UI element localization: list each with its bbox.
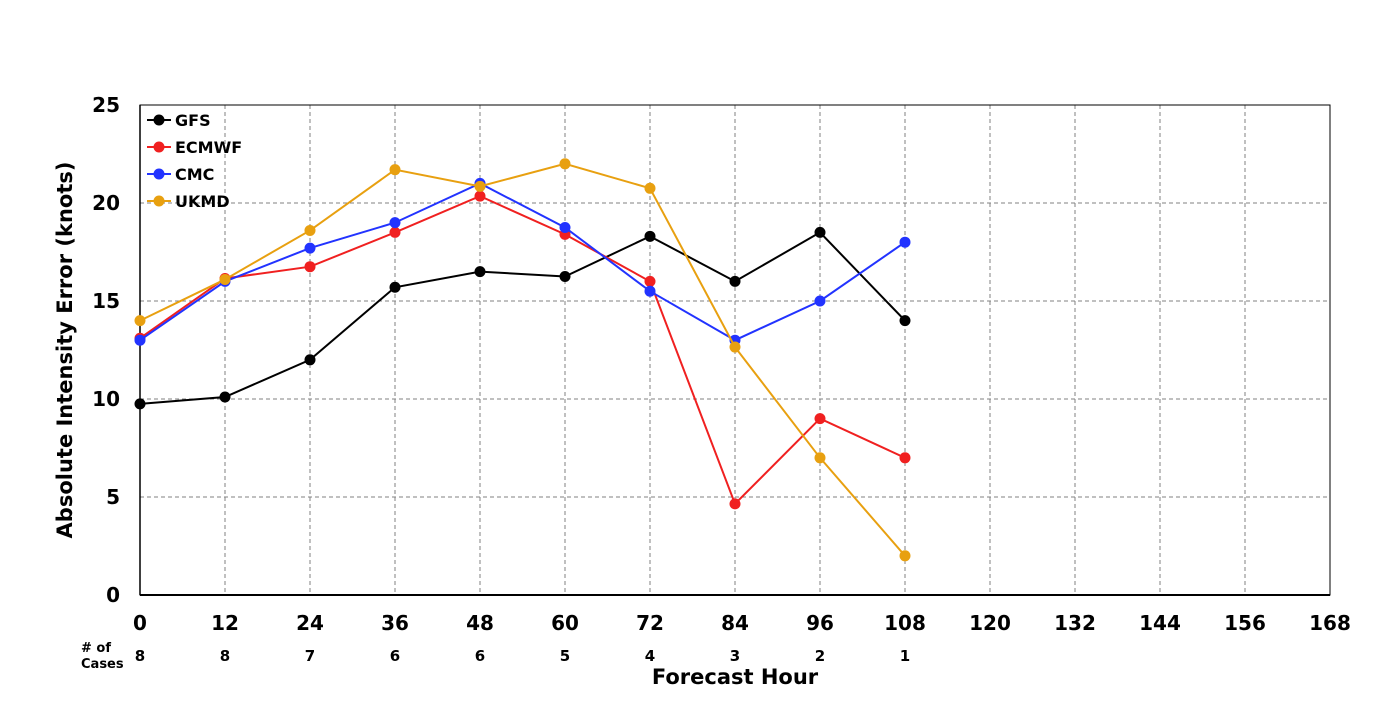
- data-point-ecmwf: [729, 498, 741, 510]
- case-count: 8: [135, 647, 145, 665]
- data-point-ukmd: [899, 550, 911, 562]
- data-point-ecmwf: [304, 261, 316, 273]
- data-point-gfs: [219, 391, 231, 403]
- data-point-ecmwf: [389, 226, 401, 238]
- y-tick-label: 20: [92, 191, 120, 215]
- data-point-cmc: [304, 242, 316, 254]
- data-point-ukmd: [304, 224, 316, 236]
- x-tick-label: 84: [721, 611, 749, 635]
- legend-label: ECMWF: [175, 138, 242, 157]
- data-point-ukmd: [644, 182, 656, 194]
- y-tick-label: 25: [92, 93, 120, 117]
- y-tick-label: 15: [92, 289, 120, 313]
- legend: GFS ECMWF CMC UKMD: [147, 111, 242, 211]
- data-point-ukmd: [729, 341, 741, 353]
- series-layer: [134, 158, 911, 562]
- y-axis-title: Absolute Intensity Error (knots): [53, 162, 77, 539]
- x-tick-label: 12: [211, 611, 239, 635]
- data-point-gfs: [134, 398, 146, 410]
- data-point-gfs: [304, 354, 316, 366]
- x-tick-label: 36: [381, 611, 409, 635]
- data-point-cmc: [644, 285, 656, 297]
- data-point-ukmd: [559, 158, 571, 170]
- data-point-ecmwf: [474, 190, 486, 202]
- series-line-ecmwf: [139, 195, 906, 506]
- data-point-cmc: [559, 222, 571, 233]
- legend-label: GFS: [175, 111, 211, 130]
- x-tick-label: 60: [551, 611, 579, 635]
- case-count: 8: [220, 647, 230, 665]
- x-tick-label: 0: [133, 611, 147, 635]
- legend-marker: [153, 141, 165, 153]
- legend-marker: [153, 168, 165, 180]
- data-point-ukmd: [474, 180, 486, 192]
- case-count: 6: [475, 647, 485, 665]
- data-point-ecmwf: [899, 452, 911, 464]
- series-line-gfs: [139, 231, 906, 405]
- x-tick-label: 96: [806, 611, 834, 635]
- x-tick-label: 156: [1224, 611, 1266, 635]
- y-tick-label: 10: [92, 387, 120, 411]
- case-count: 3: [730, 647, 740, 665]
- data-point-ecmwf: [814, 413, 826, 425]
- case-count: 6: [390, 647, 400, 665]
- data-point-gfs: [474, 266, 486, 278]
- cases-row: # of Cases 8 8 7 6 6 5 4 3 2 1: [81, 641, 910, 672]
- data-point-ukmd: [814, 452, 826, 464]
- data-point-gfs: [899, 315, 911, 327]
- data-point-cmc: [134, 334, 146, 346]
- legend-label: CMC: [175, 165, 214, 184]
- case-count: 5: [560, 647, 570, 665]
- data-point-ukmd: [219, 273, 231, 285]
- y-tick-labels: 0 5 10 15 20 25: [92, 93, 120, 607]
- series-line-ukmd: [139, 162, 906, 557]
- x-tick-label: 132: [1054, 611, 1096, 635]
- data-point-gfs: [559, 271, 571, 282]
- x-tick-label: 144: [1139, 611, 1181, 635]
- y-tick-label: 0: [106, 583, 120, 607]
- y-tick-label: 5: [106, 485, 120, 509]
- legend-label: UKMD: [175, 192, 230, 211]
- x-tick-label: 108: [884, 611, 926, 635]
- grid-lines: [140, 105, 1330, 595]
- x-axis-title: Forecast Hour: [652, 665, 819, 689]
- series-line-cmc: [139, 182, 906, 342]
- case-count: 1: [900, 647, 910, 665]
- legend-marker: [153, 195, 165, 207]
- x-tick-label: 72: [636, 611, 664, 635]
- data-point-cmc: [814, 295, 826, 307]
- x-tick-label: 24: [296, 611, 324, 635]
- x-tick-label: 168: [1309, 611, 1351, 635]
- cases-label-line2: Cases: [81, 657, 124, 672]
- data-point-gfs: [729, 275, 741, 287]
- x-tick-label: 48: [466, 611, 494, 635]
- case-count: 4: [645, 647, 655, 665]
- data-point-ukmd: [134, 315, 146, 327]
- data-point-ukmd: [389, 164, 401, 176]
- case-count: 2: [815, 647, 825, 665]
- data-point-gfs: [389, 281, 401, 293]
- data-point-gfs: [814, 226, 826, 238]
- legend-marker: [153, 114, 165, 126]
- data-point-ecmwf: [644, 275, 656, 287]
- case-count: 7: [305, 647, 315, 665]
- data-point-gfs: [644, 230, 656, 242]
- x-tick-labels: 0 12 24 36 48 60 72 84 96 108 120 132 144 156 168: [133, 611, 1351, 635]
- cases-label-line1: # of: [81, 641, 111, 656]
- data-point-cmc: [899, 236, 911, 248]
- data-point-cmc: [389, 217, 401, 229]
- x-tick-label: 120: [969, 611, 1011, 635]
